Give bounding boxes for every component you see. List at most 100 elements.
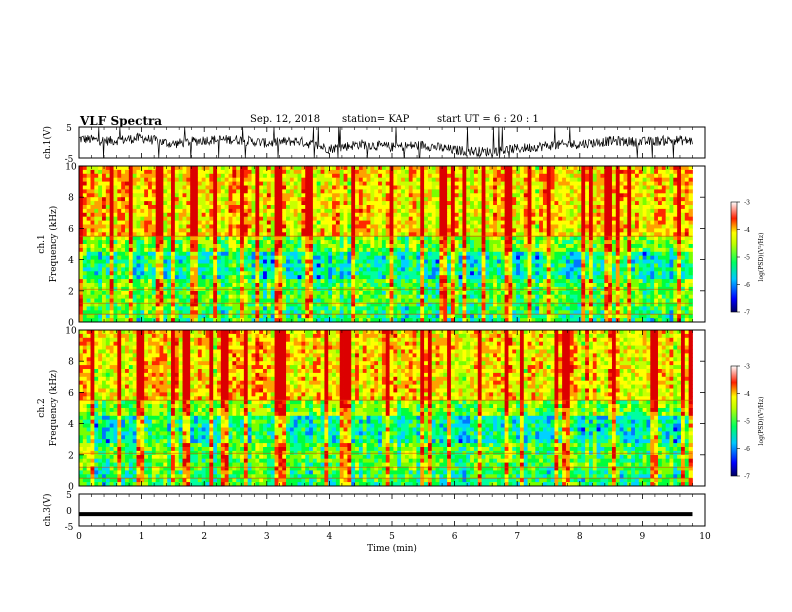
spectrogram-cell: [516, 177, 521, 182]
spectrogram-cell: [485, 201, 490, 206]
spectrogram-cell: [186, 185, 191, 190]
spectrogram-cell: [657, 185, 663, 190]
spectrogram-cell: [420, 228, 425, 233]
spectrogram-cell: [393, 193, 398, 198]
spectrogram-cell: [542, 189, 548, 194]
spectrogram-cell: [197, 216, 203, 221]
spectrogram-cell: [121, 212, 126, 218]
spectrogram-cell: [504, 181, 509, 186]
spectrogram-cell: [332, 193, 337, 198]
spectrogram-cell: [358, 166, 364, 171]
spectrogram-cell: [197, 279, 203, 284]
spectrogram-cell: [477, 244, 482, 249]
spectrogram-cell: [577, 259, 582, 264]
spectrogram-cell: [604, 236, 609, 241]
spectrogram-cell: [128, 247, 134, 253]
spectrogram-cell: [401, 220, 406, 225]
spectrogram-cell: [623, 216, 628, 221]
spectrogram-cell: [113, 173, 118, 179]
spectrogram-cell: [343, 240, 348, 245]
spectrogram-cell: [508, 185, 513, 190]
spectrogram-cell: [669, 275, 674, 280]
spectrogram-cell: [259, 193, 264, 198]
spectrogram-cell: [462, 208, 467, 214]
spectrogram-cell: [263, 193, 268, 198]
spectrogram-cell: [608, 189, 613, 194]
spectrogram-cell: [270, 193, 275, 198]
spectrogram-cell: [516, 212, 521, 218]
spectrogram-cell: [94, 232, 99, 237]
spectrogram-cell: [125, 275, 130, 280]
spectrogram-cell: [554, 236, 559, 241]
spectrogram-cell: [404, 267, 410, 272]
spectrogram-cell: [493, 236, 498, 241]
spectrogram-cell: [470, 279, 475, 284]
spectrogram-cell: [470, 251, 475, 257]
spectrogram-cell: [132, 177, 137, 182]
spectrogram-cell: [516, 208, 521, 214]
spectrogram-cell: [500, 185, 505, 190]
spectrogram-cell: [573, 263, 578, 268]
spectrogram-cell: [420, 197, 425, 202]
spectrogram-cell: [109, 205, 114, 210]
spectrogram-cell: [220, 244, 226, 249]
spectrogram-cell: [320, 244, 325, 249]
spectrogram-cell: [661, 205, 667, 210]
spectrogram-cell: [588, 271, 594, 276]
spectrogram-cell: [217, 283, 222, 288]
spectrogram-cell: [128, 224, 134, 229]
spectrogram-cell: [109, 173, 114, 179]
spectrogram-cell: [389, 279, 394, 284]
spectrogram-cell: [309, 201, 314, 206]
spectrogram-cell: [259, 236, 264, 241]
spectrogram-cell: [247, 208, 252, 214]
spectrogram-cell: [665, 279, 670, 284]
spectrogram-cell: [174, 263, 180, 268]
spectrogram-cell: [251, 255, 256, 260]
spectrogram-cell: [462, 271, 467, 276]
spectrogram-cell: [412, 279, 417, 284]
spectrogram-cell: [458, 263, 463, 268]
spectrogram-cell: [573, 271, 578, 276]
spectrogram-cell: [332, 173, 337, 179]
spectrogram-cell: [631, 181, 636, 186]
spectrogram-cell: [339, 271, 344, 276]
spectrogram-cell: [661, 216, 667, 221]
spectrogram-cell: [381, 189, 387, 194]
spectrogram-cell: [320, 201, 325, 206]
spectrogram-cell: [404, 201, 410, 206]
spectrogram-cell: [677, 177, 682, 182]
spectrogram-cell: [673, 216, 678, 221]
spectrogram-cell: [171, 283, 176, 288]
spectrogram-cell: [527, 279, 532, 284]
spectrogram-cell: [370, 197, 375, 202]
spectrogram-cell: [167, 259, 172, 264]
spectrogram-cell: [113, 224, 118, 229]
spectrogram-cell: [378, 259, 383, 264]
spectrogram-cell: [504, 205, 509, 210]
spectrogram-cell: [558, 212, 563, 218]
spectrogram-cell: [596, 181, 601, 186]
spectrogram-cell: [224, 279, 229, 284]
spectrogram-cell: [611, 189, 617, 194]
spectrogram-cell: [205, 267, 210, 272]
spectrogram-cell: [454, 247, 459, 253]
spectrogram-cell: [128, 259, 134, 264]
spectrogram-cell: [217, 216, 222, 221]
spectrogram-cell: [270, 279, 275, 284]
spectrogram-cell: [542, 271, 548, 276]
spectrogram-cell: [320, 232, 325, 237]
spectrogram-cell: [312, 283, 318, 288]
spectrogram-cell: [86, 232, 91, 237]
spectrogram-cell: [550, 228, 555, 233]
spectrogram-cell: [339, 263, 344, 268]
spectrogram-cell: [631, 247, 636, 253]
spectrogram-cell: [94, 236, 99, 241]
spectrogram-cell: [362, 247, 367, 253]
spectrogram-cell: [408, 232, 413, 237]
spectrogram-cell: [546, 181, 552, 186]
spectrogram-cell: [128, 169, 134, 175]
spectrogram-cell: [531, 236, 536, 241]
spectrogram-cell: [301, 259, 306, 264]
spectrogram-cell: [592, 224, 598, 229]
